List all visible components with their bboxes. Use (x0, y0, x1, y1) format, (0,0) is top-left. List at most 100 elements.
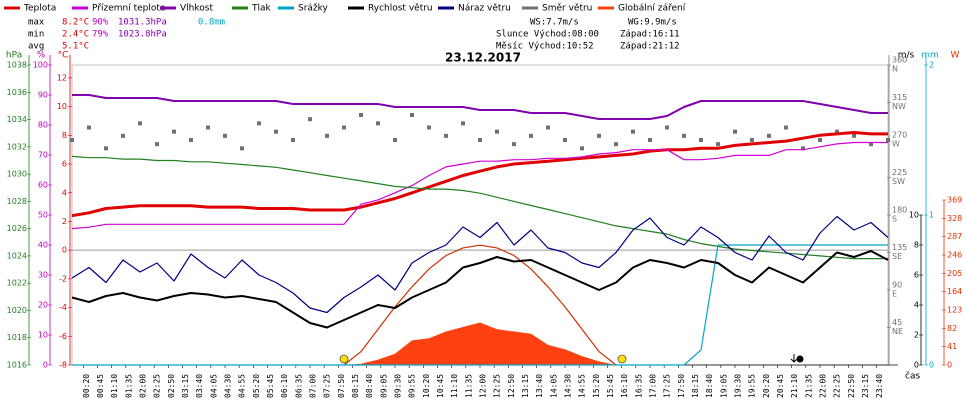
stat-text: 79% (92, 30, 109, 40)
y-tick-label: 360 (892, 56, 907, 65)
x-tick-label: 01:35 (124, 374, 133, 398)
x-axis-label: čas (905, 371, 920, 382)
x-tick-label: 20:45 (776, 374, 785, 398)
direction-point (461, 121, 465, 126)
direction-point (104, 146, 108, 151)
y-tick-name: SE (892, 252, 902, 261)
x-tick-label: 15:20 (592, 374, 601, 398)
x-tick-label: 07:25 (323, 374, 332, 398)
stat-text: 1023.8hPa (118, 30, 167, 40)
y-tick-label: 10 (38, 331, 48, 340)
legend-label: Rychlost větru (368, 4, 433, 14)
direction-point (87, 125, 91, 130)
direction-point (206, 125, 210, 130)
direction-point (155, 142, 159, 147)
x-tick-label: 19:30 (734, 374, 743, 398)
info-text: Západ:16:11 (620, 30, 680, 40)
stat-text: 2.4°C (62, 30, 89, 40)
x-tick-label: 18:40 (705, 374, 714, 398)
sunrise-icon (339, 354, 349, 364)
direction-point (138, 121, 142, 126)
legend-label: Teplota (23, 4, 56, 14)
x-tick-label: 16:10 (620, 374, 629, 398)
direction-point (410, 113, 414, 117)
x-tick-label: 00:20 (82, 374, 91, 398)
info-text: Slunce Východ:08:00 (496, 30, 599, 40)
y-tick-label: 0 (929, 361, 934, 370)
y-tick-label: 1020 (7, 306, 27, 315)
direction-point (444, 133, 448, 138)
direction-point (308, 117, 312, 122)
y-tick-label: 135 (892, 243, 907, 252)
x-tick-label: 14:30 (564, 374, 573, 398)
x-tick-label: 04:05 (209, 374, 218, 398)
y-tick-label: 2 (914, 331, 919, 340)
series-line (71, 250, 889, 329)
y-tick-label: -4 (59, 303, 67, 312)
y-axis-label: °C (58, 51, 69, 61)
info-text: Měsíc Východ:10:52 (496, 42, 594, 52)
info-text: WS:7.7m/s (530, 18, 579, 28)
y-tick-label: 164 (947, 287, 962, 296)
y-tick-name: NW (892, 102, 906, 111)
direction-point (733, 129, 737, 134)
x-tick-label: 12:00 (479, 374, 488, 398)
y-tick-label: 10 (909, 211, 919, 220)
x-tick-label: 21:10 (790, 374, 799, 398)
y-tick-name: S (892, 215, 897, 224)
y-tick-name: E (892, 290, 897, 299)
x-tick-label: 03:40 (195, 374, 204, 398)
direction-point (70, 138, 74, 142)
y-tick-label: 205 (947, 269, 962, 278)
direction-point (546, 125, 550, 130)
y-tick-label: 123 (947, 306, 962, 315)
y-axis-label: W (951, 51, 960, 61)
y-tick-label: 1018 (7, 333, 27, 342)
x-tick-label: 07:50 (337, 374, 346, 398)
x-tick-label: 13:40 (535, 374, 544, 398)
y-tick-label: 328 (947, 214, 962, 223)
y-tick-label: 1030 (7, 170, 27, 179)
moonset-icon (796, 355, 804, 363)
legend-label: Srážky (298, 4, 329, 14)
x-tick-label: 12:25 (493, 374, 502, 398)
x-tick-label: 19:05 (719, 374, 728, 398)
y-tick-label: 315 (892, 93, 907, 102)
x-tick-label: 13:15 (521, 374, 530, 398)
y-tick-label: 90 (38, 91, 48, 100)
direction-point (189, 138, 193, 142)
direction-point (818, 138, 822, 142)
y-tick-label: 30 (38, 271, 48, 280)
direction-point (512, 142, 516, 147)
info-text: Západ:21:12 (620, 42, 680, 52)
legend-label: Náraz větru (458, 4, 511, 14)
direction-point (529, 133, 533, 138)
direction-point (699, 138, 703, 142)
y-tick-label: 2 (929, 61, 934, 70)
x-tick-label: 16:35 (634, 374, 643, 398)
y-tick-label: 70 (38, 151, 48, 160)
series-line (71, 155, 888, 260)
direction-point (223, 133, 227, 138)
x-tick-label: 04:55 (238, 374, 247, 398)
direction-point (801, 146, 805, 151)
x-tick-label: 06:10 (280, 374, 289, 398)
direction-point (359, 113, 363, 117)
y-tick-label: 369 (947, 196, 962, 205)
x-tick-label: 23:15 (861, 374, 870, 398)
direction-point (427, 125, 431, 130)
y-tick-label: 0 (914, 361, 919, 370)
x-tick-label: 20:20 (762, 374, 771, 398)
moonset-arrow (790, 354, 798, 363)
x-tick-label: 17:25 (663, 374, 672, 398)
y-tick-name: N (892, 65, 898, 74)
y-tick-label: 1 (929, 211, 934, 220)
x-tick-label: 19:55 (748, 374, 757, 398)
direction-point (631, 129, 635, 134)
x-tick-label: 22:00 (819, 374, 828, 398)
direction-point (648, 138, 652, 142)
direction-point (716, 142, 720, 147)
direction-point (597, 133, 601, 138)
y-tick-label: 1034 (7, 115, 27, 124)
